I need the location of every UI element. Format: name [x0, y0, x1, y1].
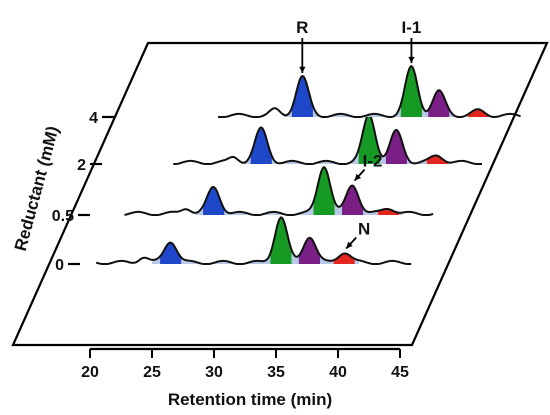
trace-line [95, 216, 412, 265]
arrow-head [299, 66, 306, 74]
trace-line [124, 165, 434, 216]
y-tick-label: 2 [77, 157, 86, 174]
x-axis: 20 25 30 35 40 45 [81, 347, 409, 381]
y-tick-label: 0.5 [52, 208, 74, 225]
peak-I-1 [270, 217, 292, 264]
x-tick-label: 20 [81, 364, 99, 381]
y-tick-label: 0 [55, 257, 64, 274]
trace-0 [95, 216, 412, 265]
peak-N [426, 155, 448, 164]
annotation-label: I-2 [363, 152, 383, 171]
peak-I-1 [358, 114, 380, 164]
x-tick-label: 45 [391, 364, 409, 381]
annotations-layer: R I-1 I-2 N [296, 18, 422, 250]
peak-I-2 [298, 237, 320, 264]
x-tick-label: 35 [267, 364, 285, 381]
arrow-head [354, 173, 362, 181]
trace-line [217, 64, 521, 118]
trace-0.5 [124, 165, 434, 216]
y-tick-label: 4 [89, 110, 98, 127]
trace-4 [217, 64, 521, 118]
annotation-label: N [358, 219, 370, 238]
annotation-N: N [345, 219, 370, 250]
peak-I-2 [385, 129, 407, 164]
trace-line [173, 113, 483, 165]
plot-plane [11, 41, 549, 347]
peak-R [291, 76, 313, 117]
annotation-R: R [296, 18, 308, 74]
y-axis: 0 0.5 2 4 [52, 110, 114, 274]
arrow-head [408, 56, 415, 64]
peak-R [250, 127, 272, 164]
annotation-I-1: I-1 [402, 18, 422, 64]
annotation-label: I-1 [402, 18, 422, 37]
peak-I-2 [428, 90, 450, 117]
x-tick-label: 25 [143, 364, 161, 381]
trace-2 [173, 113, 483, 165]
x-tick-label: 30 [205, 364, 223, 381]
annotation-label: R [296, 18, 308, 37]
annotation-I-2: I-2 [353, 152, 383, 182]
peak-I-1 [313, 167, 335, 215]
arrow-head [346, 241, 353, 249]
y-axis-title: Reductant (mM) [11, 124, 63, 253]
traces-layer [95, 64, 521, 265]
peak-I-1 [400, 66, 422, 117]
x-axis-title: Retention time (min) [168, 390, 332, 409]
x-tick-label: 40 [329, 364, 347, 381]
